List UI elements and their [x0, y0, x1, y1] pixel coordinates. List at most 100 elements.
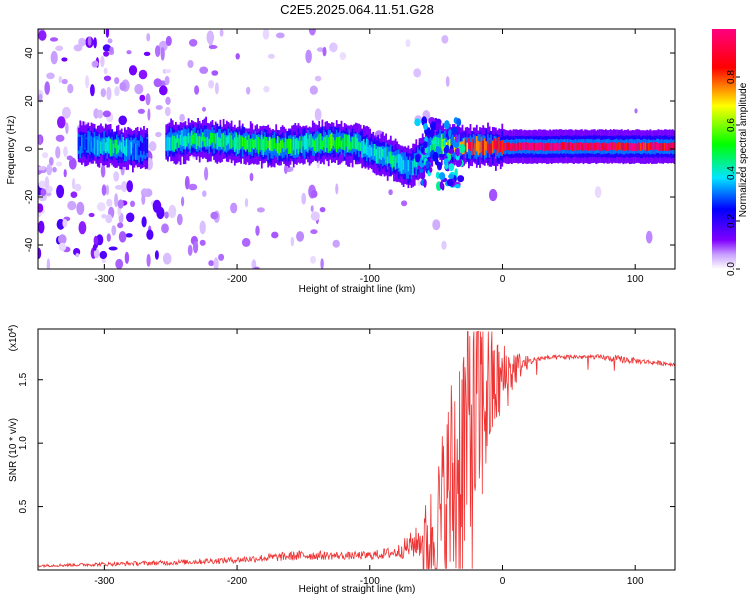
spectrogram-cell — [117, 222, 124, 229]
spectrogram-cell — [145, 93, 151, 106]
spectrogram-ridge-cell — [565, 142, 567, 150]
spectrogram-ridge-cell — [375, 149, 378, 164]
spectrogram-ridge-cell — [316, 136, 319, 152]
spectrogram-ridge-cell — [487, 144, 489, 154]
spectrogram-cell — [101, 184, 107, 196]
snr-multiplier-close: ) — [8, 325, 19, 328]
spectrogram-ridge-cell — [636, 143, 639, 152]
spectrogram-cell — [61, 78, 68, 85]
spectrogram-ridge-cell — [587, 143, 590, 151]
spectrogram-ridge-cell — [96, 140, 99, 156]
spectrogram-ridge-cell — [647, 143, 650, 151]
spectrogram-cell — [430, 127, 435, 138]
spectrogram-ridge-cell — [361, 140, 364, 158]
snr-ytick-label: 1.0 — [18, 436, 29, 450]
spectrogram-ridge-cell — [506, 142, 508, 151]
spectrogram-ridge-cell — [569, 142, 572, 150]
spectrogram-ridge-cell — [127, 145, 129, 155]
spectrogram-ridge-cell — [323, 137, 325, 148]
spectrogram-ridge-cell — [620, 142, 623, 150]
spectrogram-cell — [119, 81, 127, 91]
spectrogram-cell — [168, 204, 177, 219]
snr-panel: -300 -200 -100 0 100 0.5 1.0 1.5 Height of stra… — [8, 325, 676, 595]
spectrogram-ridge-cell — [222, 133, 225, 147]
spectrogram-ridge-cell — [85, 138, 88, 151]
snr-xtick-label: -300 — [94, 576, 114, 587]
spectrogram-cell — [455, 158, 462, 168]
spectrogram-ridge-cell — [308, 134, 311, 147]
spectrogram-ridge-cell — [649, 142, 652, 150]
spectrogram-ridge-cell — [576, 142, 579, 151]
spectrogram-cell — [262, 29, 270, 40]
spectrogram-cell — [105, 184, 110, 196]
spectrogram-ridge-cell — [619, 142, 622, 151]
spectrogram-cell — [256, 207, 265, 213]
spectrogram-ridge-cell — [284, 137, 287, 150]
spectrogram-ridge-cell — [251, 138, 254, 149]
spectrogram-cell — [446, 178, 454, 187]
spectrogram-ridge-cell — [339, 136, 341, 147]
spectrogram-ridge-cell — [184, 135, 187, 149]
spectrogram-cell — [42, 152, 49, 159]
spectrogram-ridge-cell — [270, 139, 273, 152]
spectrogram-ridge-cell — [401, 156, 403, 174]
snr-ytick-label: 1.5 — [18, 372, 29, 386]
spectrogram-ridge-cell — [383, 147, 386, 160]
spectrogram-ridge-cell — [130, 141, 133, 154]
spectrogram-ridge-cell — [114, 139, 117, 149]
spectrogram-cell — [63, 169, 67, 178]
spectrogram-xlabel: Height of straight line (km) — [299, 284, 416, 295]
spectrogram-ridge-cell — [640, 143, 642, 151]
spectrogram-ridge-cell — [345, 134, 348, 147]
spectrogram-cell — [75, 253, 80, 258]
spectrogram-ridge-cell — [448, 139, 451, 155]
spectrogram-cell — [208, 80, 215, 89]
spectrogram-ridge-cell — [385, 147, 387, 164]
spectrogram-cell — [65, 122, 69, 135]
spectrogram-ridge-cell — [574, 142, 577, 151]
spectrogram-cell — [55, 146, 61, 159]
spectrogram-cell — [107, 38, 113, 44]
spectrogram-cell — [335, 183, 339, 195]
spectrogram-cell — [106, 233, 111, 242]
spectrogram-ridge-cell — [262, 139, 265, 156]
spectrogram-cell — [121, 181, 128, 193]
spectrogram-ridge-cell — [254, 138, 257, 148]
spectrogram-cell — [271, 231, 279, 239]
spectrogram-ridge-cell — [112, 143, 115, 154]
spectrogram-ridge-cell — [466, 142, 469, 152]
spectrogram-ridge-cell — [523, 142, 526, 151]
spectrogram-ridge-cell — [641, 142, 644, 150]
spectrogram-cell — [46, 258, 51, 269]
spectrogram-ridge-cell — [305, 133, 308, 150]
spectrogram-cell — [448, 129, 452, 138]
spectrogram-cell — [50, 50, 58, 65]
spectrogram-ridge-cell — [144, 139, 147, 156]
spectrogram-ridge-cell — [264, 136, 266, 152]
spectrogram-ridge-cell — [197, 136, 199, 146]
spectrogram-cell — [434, 158, 439, 166]
colorbar-tick-label: 0.8 — [726, 70, 737, 84]
spectrogram-cell — [594, 186, 602, 199]
spectrogram-ridge-cell — [550, 143, 553, 151]
colorbar-gradient — [712, 29, 736, 269]
spectrogram-ridge-cell — [132, 147, 134, 156]
spectrogram-ridge-cell — [170, 137, 172, 151]
spectrogram-cell — [38, 136, 42, 146]
spectrogram-cell — [49, 37, 59, 42]
spectrogram-ytick-label: 40 — [24, 47, 35, 59]
spectrogram-ridge-cell — [603, 142, 606, 151]
spectrogram-ridge-cell — [326, 134, 328, 149]
spectrogram-ridge-cell — [547, 142, 550, 151]
spectrogram-ridge-cell — [128, 140, 131, 157]
spectrogram-ridge-cell — [214, 133, 217, 144]
spectrogram-cell — [202, 190, 207, 197]
spectrogram-cell — [454, 134, 459, 143]
spectrogram-cell — [78, 37, 86, 47]
spectrogram-ridge-cell — [378, 146, 381, 159]
spectrogram-ridge-cell — [652, 143, 655, 152]
spectrogram-cell — [458, 144, 466, 153]
spectrogram-ridge-cell — [275, 143, 278, 152]
spectrogram-cell — [450, 163, 455, 169]
spectrogram-ytick-label: -20 — [24, 189, 35, 204]
